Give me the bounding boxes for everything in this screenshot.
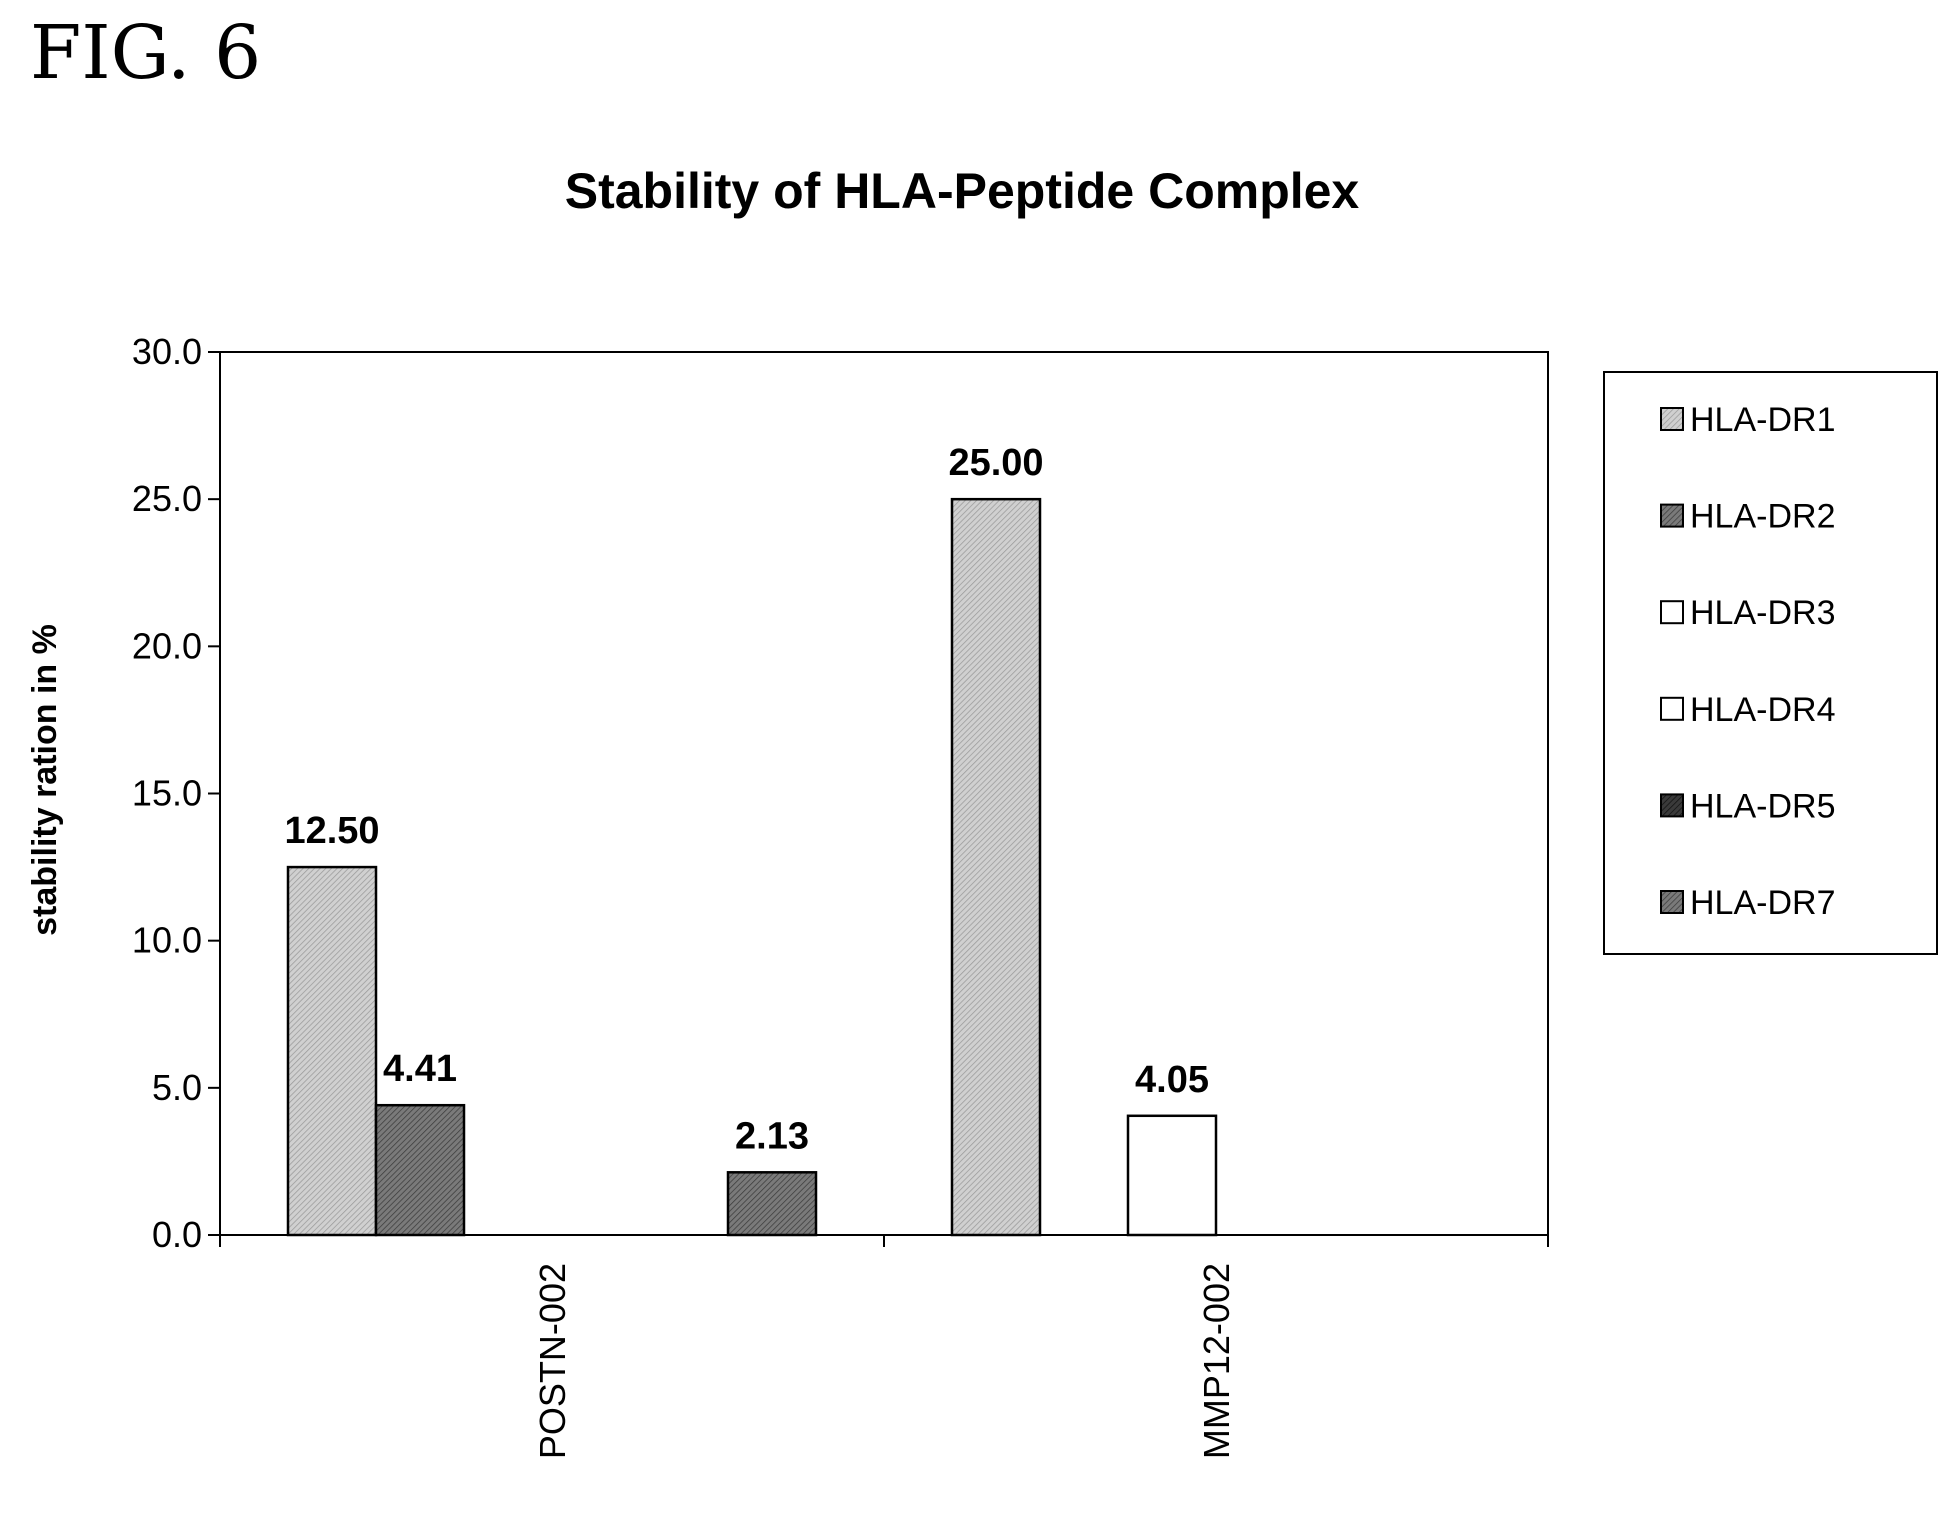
y-tick-label: 0.0 [152, 1214, 202, 1255]
legend-item-hla-dr7: HLA-DR7 [1690, 884, 1835, 922]
figure-label: FIG. 6 [30, 10, 261, 96]
bars [286, 497, 1218, 1237]
y-axis: 0.0 5.0 10.0 15.0 20.0 25.0 30.0 [132, 331, 220, 1255]
plot-area [219, 351, 1549, 1236]
legend-swatch [1660, 407, 1684, 431]
y-tick-label: 5.0 [152, 1067, 202, 1108]
data-label: 25.00 [948, 442, 1043, 484]
chart-title: Stability of HLA-Peptide Complex [565, 163, 1360, 219]
legend: HLA-DR1 HLA-DR2 HLA-DR3 HLA-DR4 HLA-DR5 HLA-D… [1603, 371, 1938, 955]
bar-hla-dr2-postn-002 [374, 1103, 466, 1237]
data-label: 2.13 [735, 1115, 809, 1157]
y-tick-label: 15.0 [132, 773, 202, 814]
legend-item-hla-dr4: HLA-DR4 [1690, 691, 1835, 729]
plot-frame [219, 351, 1549, 1236]
bar-hla-dr1-mmp12-002 [950, 497, 1042, 1237]
y-tick-label: 20.0 [132, 625, 202, 666]
legend-swatch [1660, 696, 1684, 721]
bar-hla-dr3-mmp12-002 [1126, 1114, 1218, 1237]
legend-swatch [1660, 793, 1684, 818]
x-axis [219, 1235, 1549, 1247]
legend-swatch [1660, 600, 1684, 625]
y-axis-title: stability ration in % [26, 624, 64, 936]
category-labels: POSTN-002 MMP12-002 [532, 1263, 1237, 1459]
data-label: 12.50 [284, 810, 379, 852]
category-label: MMP12-002 [1196, 1263, 1237, 1459]
data-label: 4.05 [1135, 1059, 1209, 1101]
legend-swatch [1660, 503, 1684, 528]
y-tick-label: 25.0 [132, 478, 202, 519]
category-label: POSTN-002 [532, 1263, 573, 1459]
legend-item-hla-dr2: HLA-DR2 [1690, 498, 1835, 536]
legend-item-hla-dr3: HLA-DR3 [1690, 594, 1835, 632]
legend-item-hla-dr1: HLA-DR1 [1690, 401, 1835, 439]
data-labels: 12.50 4.41 2.13 25.00 4.05 [284, 442, 1209, 1157]
legend-swatch [1660, 890, 1684, 914]
legend-item-hla-dr5: HLA-DR5 [1690, 787, 1835, 825]
bar-hla-dr1-postn-002 [286, 865, 378, 1237]
data-label: 4.41 [383, 1048, 457, 1090]
y-tick-label: 30.0 [132, 331, 202, 372]
y-tick-label: 10.0 [132, 920, 202, 961]
bar-hla-dr7-postn-002 [726, 1171, 818, 1237]
legend-frame [1603, 371, 1938, 955]
